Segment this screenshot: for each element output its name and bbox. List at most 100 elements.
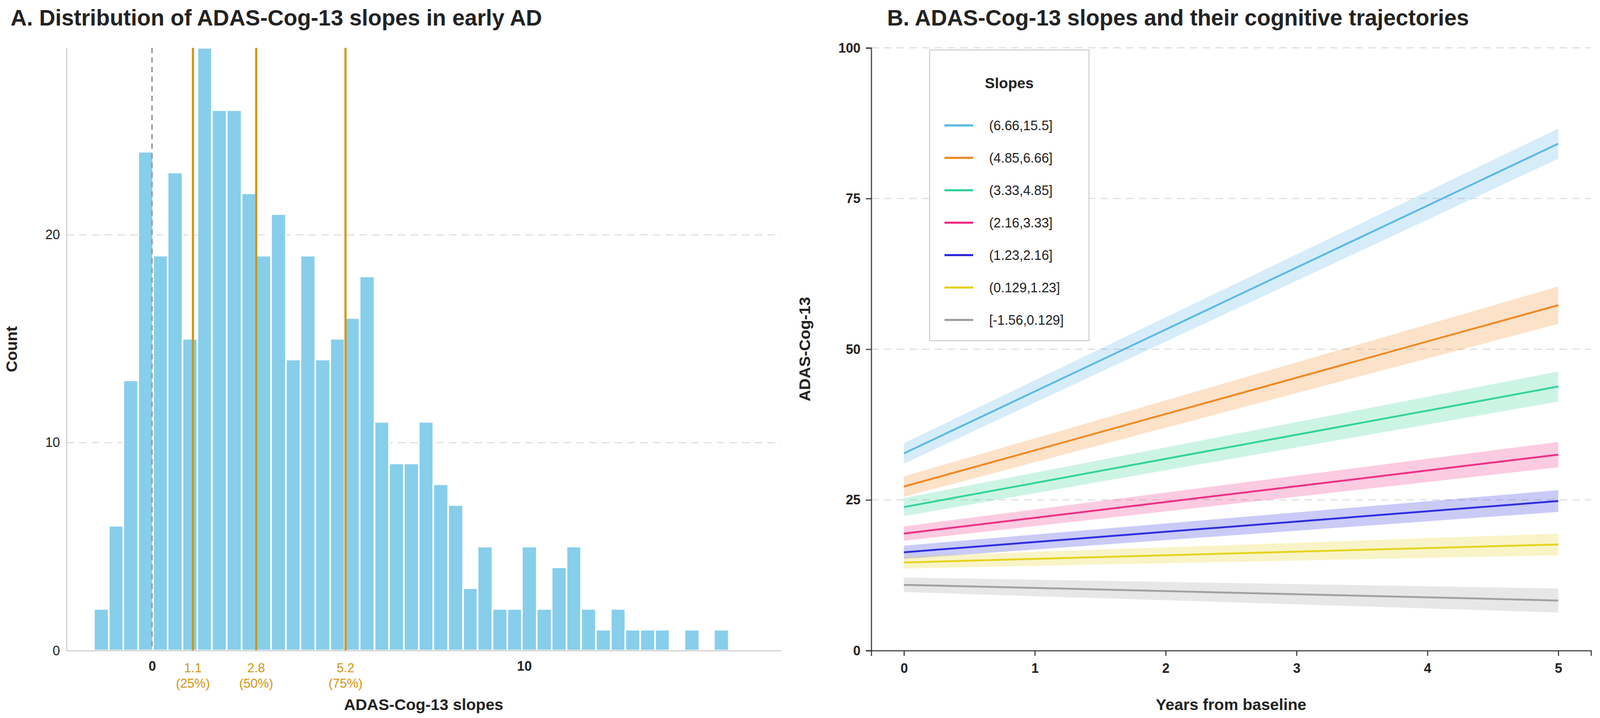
bar [256, 255, 271, 651]
bar [315, 359, 331, 651]
bar [507, 608, 522, 651]
y-tick-label: 50 [845, 341, 861, 357]
x-tick: 5 [1554, 650, 1563, 676]
x-tick: 0 [148, 650, 157, 674]
y-tick-mark [865, 198, 872, 200]
y-axis-title: Count [2, 326, 21, 373]
x-tick: 10 [516, 650, 532, 674]
legend-swatch [944, 124, 974, 127]
x-tick-label: 1 [1031, 660, 1040, 676]
legend-box [929, 49, 1089, 341]
legend-label: (3.33,4.85] [989, 182, 1053, 198]
grid-line [871, 47, 1591, 49]
bar [241, 193, 257, 651]
y-axis-line [865, 48, 872, 651]
bar [388, 463, 404, 651]
legend-swatch [944, 286, 974, 289]
x-tick-mark [903, 650, 905, 656]
y-tick-label: 0 [853, 642, 861, 658]
x-tick: 1 [1031, 650, 1040, 676]
quantile-sublabel: (25%) [175, 675, 210, 691]
x-tick-label: 5 [1554, 660, 1563, 676]
bar [596, 629, 611, 651]
legend-label: (0.129,1.23] [989, 279, 1060, 295]
legend-swatch [944, 318, 974, 321]
bar [536, 608, 552, 651]
grid [871, 47, 1591, 500]
quantile-sublabel: (50%) [239, 675, 274, 691]
y-axis: 0 25 50 75 100 [838, 40, 872, 658]
x-tick: 4 [1424, 650, 1432, 676]
x-axis-title: Years from baseline [1155, 695, 1307, 713]
bar [197, 47, 212, 651]
y-tick-mark [865, 499, 872, 501]
y-tick: 75 [845, 190, 872, 206]
x-axis: 0 10 [66, 650, 782, 674]
x-axis-line [871, 650, 1592, 657]
bar [167, 172, 183, 651]
bar [226, 109, 242, 651]
legend-label: (1.23,2.16] [989, 247, 1053, 263]
x-tick: 3 [1292, 650, 1301, 676]
quantile-sublabel: (75%) [328, 675, 363, 691]
bar [684, 629, 700, 651]
y-tick: 25 [845, 491, 872, 507]
bar [566, 546, 582, 651]
bar [463, 588, 478, 651]
y-tick-mark [865, 47, 872, 49]
bar [640, 629, 655, 651]
x-tick-label: 3 [1292, 660, 1301, 676]
quantile-line [344, 47, 347, 651]
y-tick-label: 100 [838, 40, 861, 56]
bar [300, 255, 316, 651]
trajectory-line [904, 584, 1559, 600]
y-tick-mark [865, 349, 872, 351]
y-tick: 50 [845, 341, 872, 357]
bar [182, 338, 198, 651]
bar [270, 214, 286, 651]
bar [625, 629, 641, 651]
legend-label: (2.16,3.33] [989, 215, 1053, 231]
grid-line [871, 348, 1591, 350]
quantile-label: 5.2 [336, 660, 355, 675]
y-tick-label: 20 [45, 226, 61, 242]
x-tick-mark [1165, 650, 1167, 656]
reference-line [151, 47, 153, 651]
x-tick-label: 4 [1424, 660, 1432, 676]
bar [108, 525, 124, 651]
bar [713, 629, 729, 651]
legend-swatch [944, 253, 974, 257]
x-tick-mark [1034, 650, 1036, 656]
y-tick-label: 75 [845, 190, 861, 206]
bar [581, 608, 597, 651]
bar [492, 608, 508, 651]
plot-area [94, 47, 729, 651]
bar [654, 629, 670, 651]
y-tick: 0 [853, 642, 872, 658]
x-tick-mark [1558, 650, 1560, 656]
y-tick-label: 0 [52, 642, 61, 658]
quantile-line [254, 47, 258, 651]
legend-swatch [944, 221, 974, 224]
x-tick-label: 10 [516, 658, 532, 674]
legend-label: [-1.56,0.129] [989, 312, 1064, 328]
legend-label: (6.66,15.5] [989, 117, 1053, 133]
bar [448, 504, 464, 651]
x-tick: 2 [1162, 650, 1170, 676]
bar [610, 608, 626, 651]
bar [374, 421, 389, 651]
quantile-line [191, 47, 194, 651]
legend-title: Slopes [984, 74, 1034, 92]
x-tick-label: 0 [900, 660, 908, 676]
bar [433, 483, 449, 651]
y-tick-label: 10 [45, 434, 61, 450]
x-tick-label: 2 [1162, 660, 1170, 676]
y-tick: 20 [45, 226, 67, 242]
y-tick-mark [865, 650, 872, 652]
bar [123, 380, 139, 651]
bar [403, 463, 419, 651]
figure: A. Distribution of ADAS-Cog-13 slopes in… [0, 0, 1600, 718]
x-tick-mark [1427, 650, 1429, 656]
bar [344, 317, 360, 651]
bar [477, 546, 493, 651]
